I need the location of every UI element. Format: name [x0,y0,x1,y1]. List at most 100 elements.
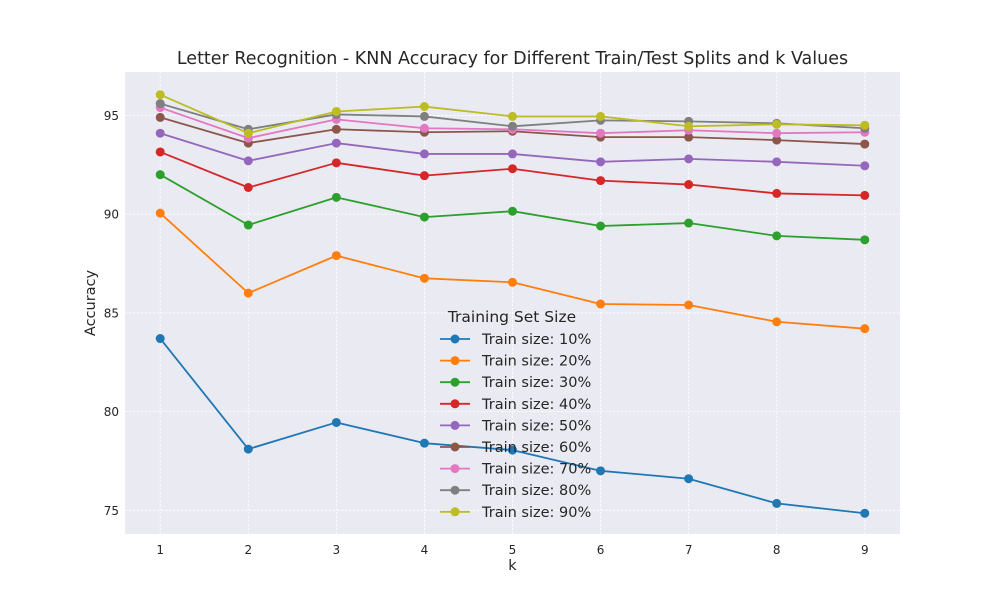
chart-title: Letter Recognition - KNN Accuracy for Di… [177,49,848,69]
legend-dot-marker [450,442,460,452]
data-point [860,508,870,518]
data-point [243,183,253,192]
data-point [596,176,606,186]
legend-dot-marker [450,420,460,430]
data-point [331,251,341,261]
data-point [331,158,341,168]
grid-lines [125,72,900,534]
legend-entry: Train size: 90% [440,505,591,521]
legend-dot-marker [450,334,460,344]
legend-entry: Train size: 70% [440,462,591,478]
data-point [684,218,694,228]
data-point [596,128,606,138]
data-point [772,498,782,508]
y-axis-label: Accuracy [83,269,99,336]
data-point [419,212,429,222]
legend-entry: Train size: 60% [440,440,591,456]
data-point [772,317,782,327]
data-point [419,273,429,283]
data-point [155,112,165,122]
series-group [155,90,870,138]
legend-label: Train size: 40% [481,397,591,413]
x-tick-label: 7 [685,543,693,557]
series-group [155,147,870,200]
data-point [860,324,870,334]
data-point [155,128,165,138]
legend-dot-marker [450,507,460,517]
x-tick-label: 9 [861,543,869,557]
x-tick-label: 2 [244,543,252,557]
series-group [155,208,870,334]
data-point [508,277,517,287]
legend-title: Training Set Size [447,308,576,326]
y-tick-labels: 75 80 85 90 95 [104,109,119,518]
data-point [243,444,253,454]
data-point [684,180,694,190]
x-tick-label: 5 [509,543,517,557]
legend-entry: Train size: 40% [440,397,591,413]
legend-dot-marker [450,485,460,495]
legend-label: Train size: 50% [481,418,591,434]
data-point [331,417,341,427]
legend-items: Train size: 10% Train size: 20% Train size… [440,332,591,521]
data-point [419,438,429,448]
x-tick-labels: 1 2 3 4 5 6 7 8 9 [156,543,868,557]
data-point [331,138,341,148]
data-point [508,149,517,159]
x-tick-label: 6 [597,543,605,557]
x-tick-label: 8 [773,543,781,557]
legend-label: Train size: 10% [481,332,591,348]
data-point [772,128,782,138]
data-point [772,231,782,241]
data-point [684,121,694,131]
data-point [508,121,517,131]
data-point [772,157,782,167]
data-point [596,221,606,231]
legend-label: Train size: 20% [481,354,591,370]
data-point [155,208,165,218]
data-point [155,170,165,180]
series-group [155,170,870,245]
data-point [243,128,253,138]
data-point [772,188,782,198]
data-point [155,90,165,100]
data-point [419,171,429,181]
data-point [508,445,517,455]
y-tick-label: 75 [104,504,119,518]
series-layer [155,90,870,518]
data-point [860,120,870,130]
data-point [243,220,253,230]
data-point [860,161,870,171]
legend-dot-marker [450,356,460,366]
y-tick-label: 85 [104,306,119,320]
legend-label: Train size: 70% [481,462,591,478]
data-point [243,156,253,166]
x-tick-label: 4 [421,543,429,557]
legend-entry: Train size: 50% [440,418,591,434]
data-point [772,135,782,145]
data-point [155,147,165,157]
legend-label: Train size: 90% [481,505,591,521]
data-point [508,164,517,174]
data-point [860,139,870,149]
legend-entry: Train size: 30% [440,375,591,391]
data-point [508,111,517,121]
data-point [243,288,253,298]
data-point [684,154,694,164]
y-tick-label: 90 [104,208,119,222]
legend-dot-marker [450,399,460,409]
series-group [155,334,870,518]
legend-entry: Train size: 80% [440,483,591,499]
series-group [155,128,870,171]
data-point [596,299,606,309]
data-point [331,192,341,202]
data-point [596,111,606,121]
data-point [596,466,606,476]
data-point [155,99,165,109]
data-point [331,124,341,134]
legend-dot-marker [450,464,460,474]
data-point [860,190,870,200]
legend-dot-marker [450,377,460,387]
data-point [684,300,694,310]
